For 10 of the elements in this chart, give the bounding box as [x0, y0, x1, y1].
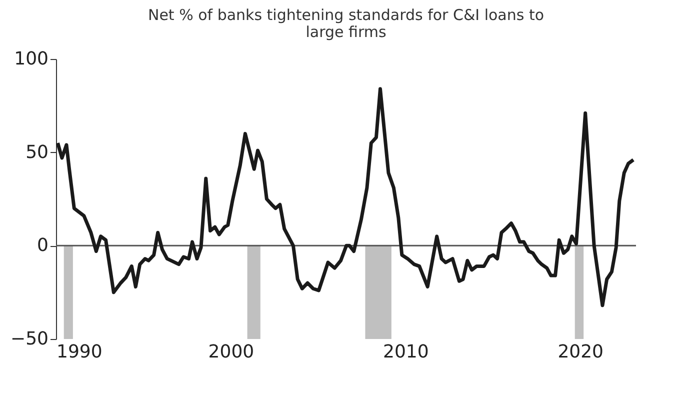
x-tick-label: 2020 — [558, 342, 604, 362]
x-tick-label: 2010 — [382, 342, 429, 362]
y-tick-label: −50 — [10, 328, 48, 350]
y-tick-label: 50 — [26, 142, 48, 163]
x-tick-label: 1990 — [56, 342, 102, 362]
line-series — [56, 87, 636, 308]
x-tick-label: 2000 — [208, 342, 254, 362]
y-tick-label: 0 — [37, 235, 48, 256]
chart-title: Net % of banks tightening standards for C&I loans to large firms — [148, 6, 544, 41]
y-tick-label: 100 — [14, 48, 48, 70]
